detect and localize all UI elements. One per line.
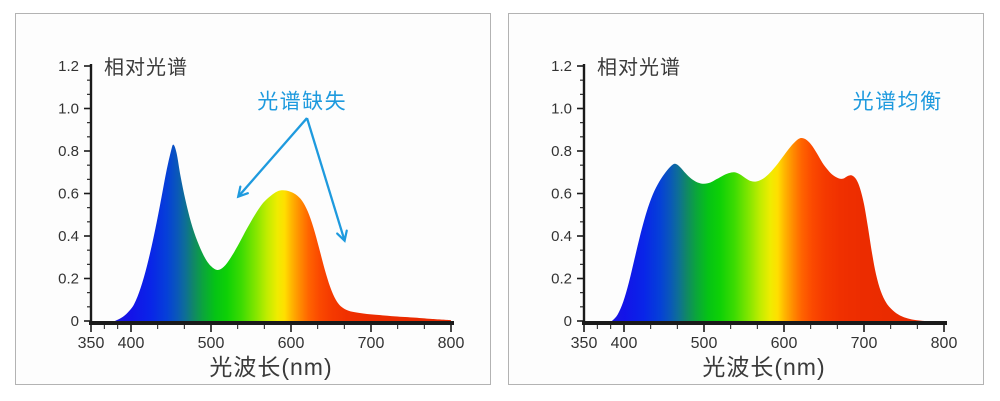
x-tick-label: 600 [771,335,798,352]
x-tick-label: 800 [438,335,465,352]
annotation-label: 光谱缺失 [257,91,347,114]
y-tick-label: 0 [564,313,572,330]
x-tick-label: 500 [691,335,718,352]
chart-title: 相对光谱 [597,56,681,79]
x-tick-label: 350 [571,335,598,352]
y-tick-label: 0.2 [58,271,79,288]
y-tick-label: 0.8 [551,143,572,160]
y-tick-label: 1.0 [551,101,572,118]
y-tick-label: 0.4 [58,228,79,245]
x-tick-label: 800 [931,335,958,352]
y-tick-label: 1.2 [551,58,572,75]
spectrum-area [115,144,451,321]
y-tick-label: 0 [71,313,79,330]
annotation-arrow [236,117,308,199]
spectrum-panel-balanced: 0 0.2 0.4 0.6 0.8 1.0 1.2 350 400 500 600 700 800 相对光… [508,13,984,385]
chart-title: 相对光谱 [104,56,188,79]
spectrum-area [612,138,924,321]
y-tick-label: 0.6 [58,186,79,203]
x-axis-label: 光波长(nm) [209,354,332,380]
x-tick-label: 400 [118,335,145,352]
annotation-label: 光谱均衡 [853,91,943,114]
x-tick-label: 400 [611,335,638,352]
x-tick-label: 700 [358,335,385,352]
y-tick-label: 0.2 [551,271,572,288]
x-tick-label: 500 [198,335,225,352]
x-tick-label: 600 [278,335,305,352]
spectrum-chart-missing: 0 0.2 0.4 0.6 0.8 1.0 1.2 350 400 500 600 700 800 相对光… [58,56,465,380]
x-tick-label: 700 [851,335,878,352]
y-tick-label: 1.0 [58,101,79,118]
x-tick-label: 350 [78,335,105,352]
y-tick-label: 0.8 [58,143,79,160]
y-tick-label: 0.6 [551,186,572,203]
y-tick-label: 1.2 [58,58,79,75]
spectrum-panel-missing: 0 0.2 0.4 0.6 0.8 1.0 1.2 350 400 500 600 700 800 相对光… [15,13,491,385]
x-axis-label: 光波长(nm) [702,354,825,380]
annotation-arrow [305,117,348,243]
spectrum-chart-balanced: 0 0.2 0.4 0.6 0.8 1.0 1.2 350 400 500 600 700 800 相对光… [551,56,958,380]
y-tick-label: 0.4 [551,228,572,245]
